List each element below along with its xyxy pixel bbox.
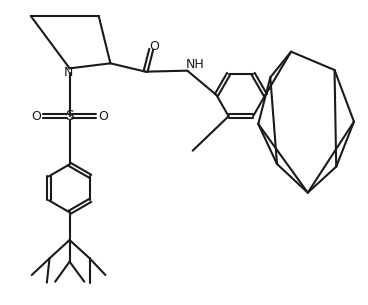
Text: O: O [98, 109, 108, 123]
Text: N: N [64, 66, 73, 79]
Text: O: O [31, 109, 41, 123]
Text: S: S [65, 109, 74, 123]
Text: O: O [150, 40, 159, 53]
Text: NH: NH [185, 59, 204, 71]
